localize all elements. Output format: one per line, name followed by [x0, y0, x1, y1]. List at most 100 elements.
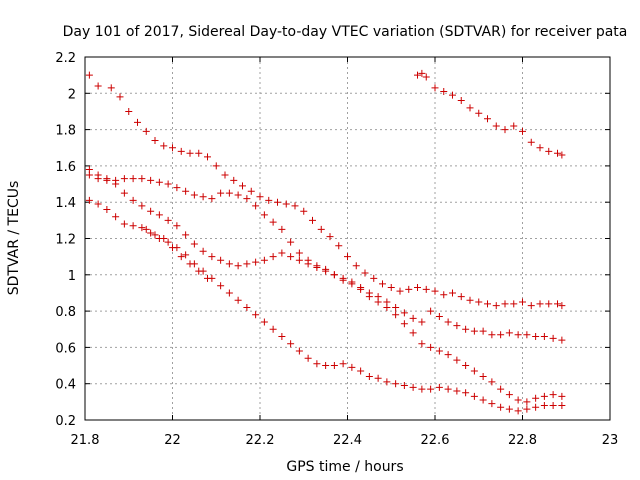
data-point [234, 296, 242, 304]
data-point [199, 193, 207, 201]
data-point [208, 253, 216, 261]
data-point [221, 171, 229, 179]
data-point [317, 225, 325, 233]
data-point [282, 200, 290, 208]
data-point [208, 195, 216, 203]
y-tick-label: 0.8 [55, 305, 76, 320]
data-point [138, 224, 146, 232]
data-point [470, 327, 478, 335]
data-point [147, 176, 155, 184]
y-tick-label: 2 [68, 87, 76, 102]
data-point [260, 256, 268, 264]
data-point [488, 331, 496, 339]
x-tick-label: 22 [164, 433, 181, 448]
data-point [361, 269, 369, 277]
data-point [173, 184, 181, 192]
data-point [497, 331, 505, 339]
data-point [190, 191, 198, 199]
data-point [278, 225, 286, 233]
data-point [431, 84, 439, 92]
data-point [85, 171, 93, 179]
data-point [409, 329, 417, 337]
data-point [457, 293, 465, 301]
data-point [462, 389, 470, 397]
data-point [444, 351, 452, 359]
data-point [444, 385, 452, 393]
data-point [217, 189, 225, 197]
series-e [85, 196, 566, 415]
data-point [348, 278, 356, 286]
data-point [142, 127, 150, 135]
data-point [94, 175, 102, 183]
data-point [129, 175, 137, 183]
data-point [94, 200, 102, 208]
data-point [195, 267, 203, 275]
data-point [422, 73, 430, 81]
data-point [365, 372, 373, 380]
data-point [514, 396, 522, 404]
data-point [225, 189, 233, 197]
data-point [304, 354, 312, 362]
data-point [243, 260, 251, 268]
data-point [199, 247, 207, 255]
data-point [374, 298, 382, 306]
x-tick-label: 21.8 [71, 433, 100, 448]
data-point [326, 233, 334, 241]
data-point [291, 202, 299, 210]
data-point [348, 363, 356, 371]
data-point [514, 407, 522, 415]
data-point [339, 360, 347, 368]
data-point [409, 383, 417, 391]
y-tick-label: 0.6 [55, 341, 76, 356]
data-point [182, 231, 190, 239]
data-point [287, 253, 295, 261]
data-point [217, 282, 225, 290]
data-point [278, 249, 286, 257]
data-point [527, 302, 535, 310]
data-point [190, 240, 198, 248]
data-point [440, 87, 448, 95]
data-point [422, 285, 430, 293]
data-point [151, 136, 159, 144]
data-point [107, 84, 115, 92]
data-point [169, 144, 176, 152]
data-point [304, 260, 312, 268]
y-tick-label: 1.2 [55, 233, 76, 248]
data-point [479, 396, 487, 404]
y-tick-label: 1 [68, 269, 76, 284]
data-point [383, 378, 391, 386]
data-point [497, 403, 505, 411]
data-point [414, 284, 421, 292]
data-point [427, 307, 435, 315]
data-point [505, 405, 513, 413]
data-point [523, 398, 531, 406]
data-point [243, 303, 251, 311]
data-point [488, 400, 496, 408]
data-point [444, 318, 452, 326]
data-point [344, 253, 351, 261]
data-point [475, 298, 483, 306]
data-point [449, 289, 456, 297]
data-point [392, 311, 400, 319]
data-point [112, 180, 120, 188]
data-point [330, 271, 338, 279]
data-point [431, 287, 439, 295]
data-point [484, 300, 491, 308]
data-point [120, 220, 128, 228]
data-point [339, 274, 347, 282]
data-point [462, 325, 470, 333]
data-point [186, 260, 194, 268]
data-point [120, 175, 128, 183]
data-point [204, 153, 211, 161]
data-point [470, 367, 478, 375]
data-point [134, 118, 141, 126]
data-point [370, 274, 378, 282]
data-point [400, 382, 408, 390]
data-point [470, 392, 478, 400]
data-point [523, 331, 531, 339]
data-point [505, 391, 513, 399]
x-tick-label: 22.4 [333, 433, 362, 448]
data-point [243, 195, 251, 203]
data-point [457, 97, 465, 105]
data-point [252, 311, 260, 319]
